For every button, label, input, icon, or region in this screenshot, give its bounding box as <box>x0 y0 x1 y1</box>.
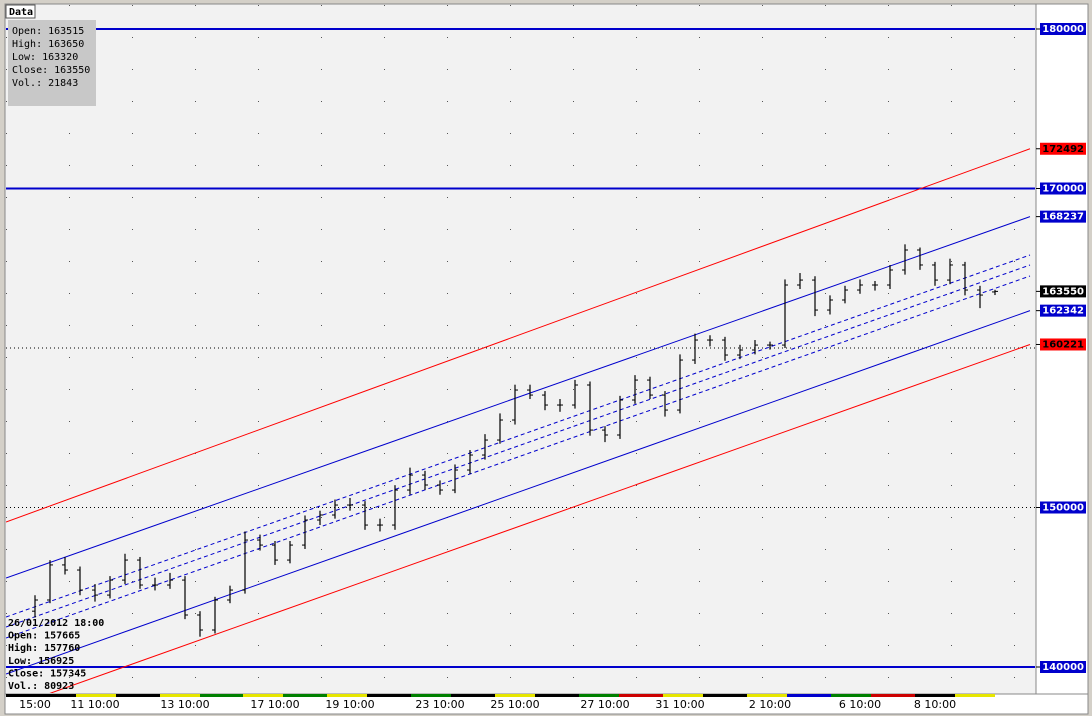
x-tick-label: 6 10:00 <box>839 698 881 711</box>
dot-grid <box>6 5 1035 693</box>
info-tab <box>5 4 36 19</box>
y-tick-box <box>1040 661 1086 674</box>
x-tick-label: 15:00 <box>19 698 51 711</box>
y-tick-box <box>1040 501 1086 514</box>
channel-line <box>6 264 1031 628</box>
y-tick-box <box>1040 304 1086 317</box>
y-tick-box <box>1040 182 1086 195</box>
y-tick-label: 168237 <box>1042 212 1084 223</box>
y-tick-label: 180000 <box>1042 24 1084 35</box>
y-tick-label: 140000 <box>1042 662 1084 673</box>
y-tick-label: 160221 <box>1042 339 1084 350</box>
x-tick-label: 19 10:00 <box>325 698 374 711</box>
y-tick-label: 172492 <box>1042 144 1084 155</box>
info-line: High: 163650 <box>12 39 84 50</box>
x-tick-label: 31 10:00 <box>655 698 704 711</box>
cursor-info-line: 26/01/2012 18:00 <box>8 618 104 629</box>
info-line: Open: 163515 <box>12 26 84 37</box>
x-tick-label: 25 10:00 <box>490 698 539 711</box>
y-tick-box <box>1040 142 1086 155</box>
x-tick-label: 8 10:00 <box>914 698 956 711</box>
info-tab-label: Data <box>9 7 33 18</box>
cursor-info-line: High: 157760 <box>8 642 80 654</box>
channel-line <box>6 148 1031 523</box>
overlay: Data Open: 163515 High: 163650 Low: 163320… <box>5 4 104 692</box>
x-tick-label: 13 10:00 <box>160 698 209 711</box>
cursor-info-line: Vol.: 80923 <box>8 681 74 692</box>
y-tick-box <box>1040 210 1086 223</box>
info-line: Vol.: 21843 <box>12 78 78 89</box>
y-tick-label: 162342 <box>1042 306 1084 317</box>
y-tick-box <box>1040 338 1086 351</box>
x-tick-label: 27 10:00 <box>580 698 629 711</box>
channel-line <box>49 344 1031 693</box>
x-tick-label: 23 10:00 <box>415 698 464 711</box>
channel-line <box>6 310 1031 675</box>
info-line: Low: 163320 <box>12 52 78 63</box>
channel-line <box>6 254 1031 618</box>
x-tick-label: 17 10:00 <box>250 698 299 711</box>
plot <box>6 28 1035 693</box>
x-tick-label: 2 10:00 <box>749 698 791 711</box>
session-strip <box>6 694 995 697</box>
cursor-info-line: Open: 157665 <box>8 631 80 642</box>
y-tick-box <box>1040 23 1086 36</box>
channel-line <box>6 275 1031 639</box>
cursor-info-line: Close: 157345 <box>8 668 86 679</box>
y-tick-label: 150000 <box>1042 503 1084 514</box>
info-box <box>8 20 96 106</box>
info-line: Close: 163550 <box>12 65 90 76</box>
x-tick-label: 11 10:00 <box>70 698 119 711</box>
y-tick-label: 163550 <box>1042 286 1084 297</box>
channel-line <box>6 216 1031 579</box>
y-tick-label: 170000 <box>1042 184 1084 195</box>
cursor-info-line: Low: 156925 <box>8 656 74 667</box>
y-tick-box <box>1040 285 1086 298</box>
